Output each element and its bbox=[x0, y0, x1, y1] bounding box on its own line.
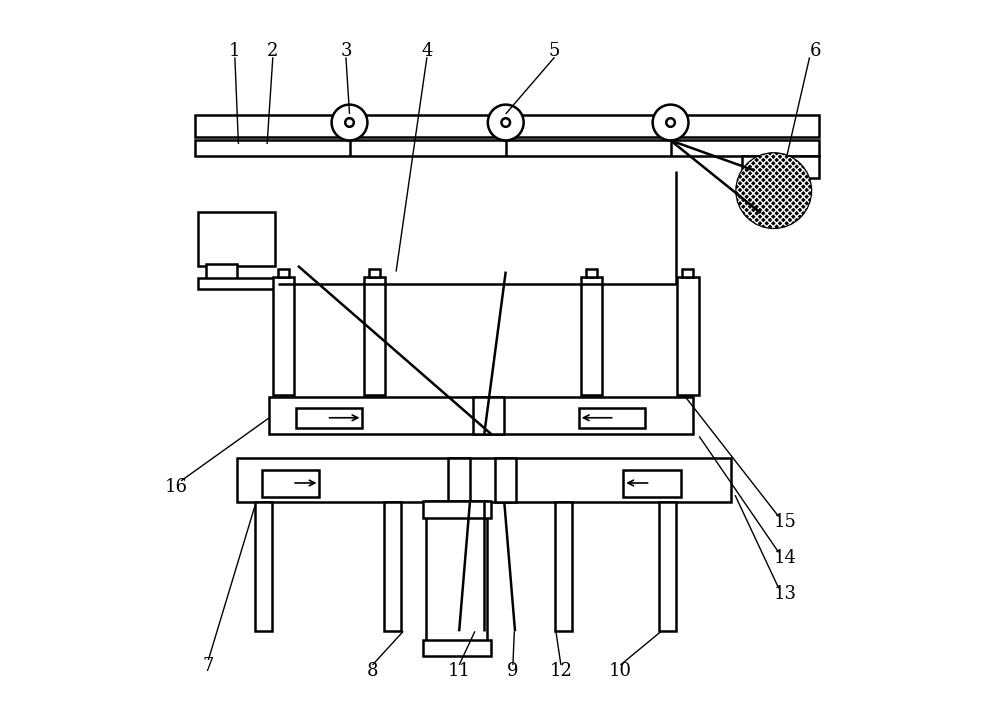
Bar bbox=[586, 269, 597, 276]
Text: 8: 8 bbox=[367, 662, 378, 680]
Text: 4: 4 bbox=[421, 42, 433, 60]
Circle shape bbox=[488, 105, 524, 141]
Bar bbox=[369, 269, 380, 276]
Bar bbox=[623, 470, 681, 497]
Bar bbox=[495, 458, 516, 503]
Circle shape bbox=[332, 105, 367, 141]
Bar bbox=[273, 276, 294, 395]
Bar bbox=[423, 640, 491, 656]
Bar bbox=[269, 397, 693, 434]
Text: 6: 6 bbox=[810, 42, 821, 60]
Bar bbox=[237, 458, 731, 503]
Circle shape bbox=[736, 154, 811, 228]
Bar bbox=[581, 276, 602, 395]
Text: 16: 16 bbox=[165, 477, 188, 495]
Bar bbox=[448, 458, 470, 503]
Text: 15: 15 bbox=[774, 513, 797, 531]
Circle shape bbox=[653, 105, 688, 141]
Text: 7: 7 bbox=[203, 657, 214, 675]
Text: 12: 12 bbox=[549, 662, 572, 680]
Bar bbox=[426, 501, 487, 653]
Text: 3: 3 bbox=[340, 42, 352, 60]
Bar bbox=[364, 276, 385, 395]
Bar bbox=[195, 141, 819, 157]
Bar bbox=[255, 503, 272, 631]
Circle shape bbox=[345, 118, 354, 127]
Text: 11: 11 bbox=[448, 662, 471, 680]
Bar bbox=[682, 269, 693, 276]
Text: 14: 14 bbox=[774, 549, 797, 567]
Bar bbox=[659, 503, 676, 631]
Bar bbox=[198, 278, 278, 289]
Text: 1: 1 bbox=[229, 42, 241, 60]
Bar bbox=[195, 116, 819, 137]
Bar bbox=[384, 503, 401, 631]
Bar bbox=[296, 409, 362, 428]
Text: 9: 9 bbox=[507, 662, 519, 680]
Bar bbox=[198, 212, 275, 266]
Bar bbox=[677, 276, 699, 395]
Circle shape bbox=[666, 118, 675, 127]
Bar bbox=[423, 501, 491, 518]
Text: 2: 2 bbox=[267, 42, 279, 60]
Text: 10: 10 bbox=[609, 662, 632, 680]
Bar bbox=[473, 397, 504, 434]
Text: 5: 5 bbox=[549, 42, 560, 60]
Bar bbox=[742, 157, 819, 177]
Bar bbox=[579, 409, 645, 428]
Circle shape bbox=[501, 118, 510, 127]
Bar bbox=[206, 264, 237, 279]
Bar bbox=[262, 470, 319, 497]
Bar bbox=[278, 269, 289, 276]
Bar bbox=[555, 503, 572, 631]
Text: 13: 13 bbox=[774, 585, 797, 603]
